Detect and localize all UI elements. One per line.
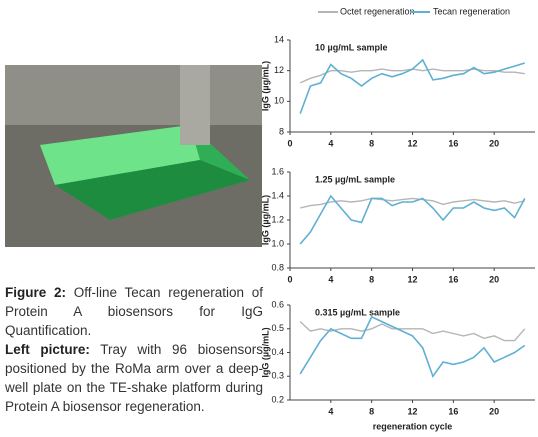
y-tick-label: 12 <box>274 65 284 75</box>
x-tick-label: 4 <box>328 406 333 416</box>
legend-label: Octet regeneration <box>340 6 415 16</box>
figure-label: Figure 2: <box>5 285 66 300</box>
chart-title: 0.315 µg/mL sample <box>315 307 400 317</box>
x-tick-label: 16 <box>448 138 458 148</box>
page: Octet regeneration Tecan regeneration 8 1… <box>0 0 538 437</box>
x-tick-label: 8 <box>369 406 374 416</box>
x-tick-label: 12 <box>407 406 417 416</box>
x-tick-label: 16 <box>448 274 458 284</box>
chart-title: 10 µg/mL sample <box>315 42 388 52</box>
x-tick-label: 0 <box>287 138 292 148</box>
picture-label: Left picture: <box>5 342 90 357</box>
x-tick-label: 20 <box>489 406 499 416</box>
series-line <box>300 196 525 244</box>
series-line <box>300 317 525 376</box>
x-tick-label: 20 <box>489 274 499 284</box>
y-tick-label: 1.6 <box>271 166 284 176</box>
x-tick-label: 12 <box>407 138 417 148</box>
y-tick-label: 0.2 <box>271 394 284 404</box>
x-tick-label: 4 <box>328 274 333 284</box>
legend-label: Tecan regeneration <box>433 6 510 16</box>
y-tick-label: 1.2 <box>271 214 284 224</box>
x-tick-label: 8 <box>369 274 374 284</box>
x-tick-label: 12 <box>407 274 417 284</box>
y-axis-label: IgG (µg/mL) <box>260 61 270 111</box>
y-tick-label: 1.4 <box>271 190 284 200</box>
series-line <box>300 60 525 114</box>
y-tick-label: 8 <box>279 126 284 136</box>
x-axis-label: regeneration cycle <box>373 421 453 431</box>
y-tick-label: 0.3 <box>271 371 284 381</box>
chart-title: 1.25 µg/mL sample <box>315 174 395 184</box>
caption: Figure 2: Off-line Tecan regeneration of… <box>5 283 263 416</box>
y-axis-label: IgG (µg/mL) <box>260 195 270 245</box>
y-tick-label: 1.0 <box>271 238 284 248</box>
y-tick-label: 14 <box>274 34 284 44</box>
x-tick-label: 16 <box>448 406 458 416</box>
y-tick-label: 0.6 <box>271 299 284 309</box>
x-tick-label: 4 <box>328 138 333 148</box>
y-tick-label: 10 <box>274 96 284 106</box>
x-tick-label: 20 <box>489 138 499 148</box>
legend: Octet regeneration Tecan regeneration <box>318 6 510 16</box>
x-tick-label: 8 <box>369 138 374 148</box>
x-tick-label: 0 <box>287 274 292 284</box>
series-line <box>300 69 525 83</box>
photo <box>5 65 262 247</box>
y-tick-label: 0.8 <box>271 262 284 272</box>
y-tick-label: 0.4 <box>271 347 284 357</box>
y-tick-label: 0.5 <box>271 323 284 333</box>
